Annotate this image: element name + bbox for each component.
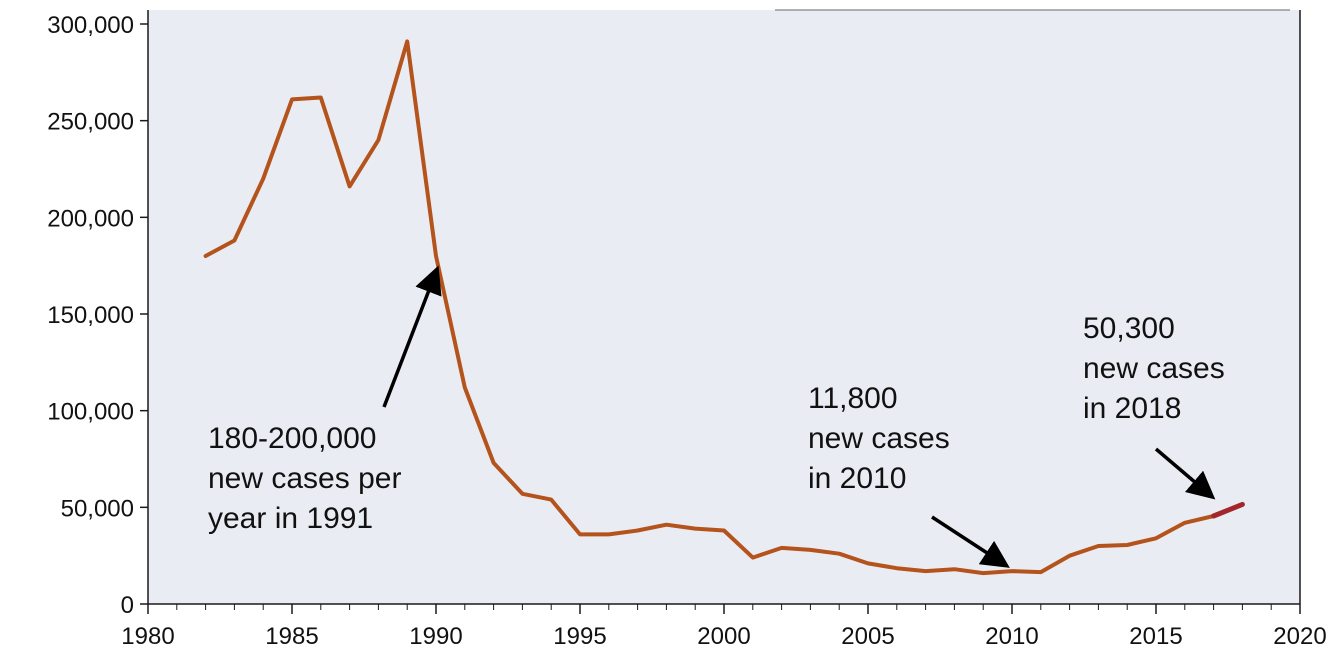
x-axis: 1980 1985 1990 1995 2000 2005 2010 2015 2020 [121,603,1327,650]
annotation-1991: 180-200,000 new cases per year in 1991 [208,422,410,535]
arrow-2018 [1154,447,1216,500]
y-axis: 0 50,000 100,000 150,000 200,000 250,000 300,0… [47,10,1301,619]
annotation-1991-line-3: year in 1991 [208,502,373,535]
y-tick-label: 300,000 [47,12,134,39]
x-tick-label: 1980 [121,623,174,650]
annotation-arrows [382,265,1216,568]
series-line-1 [203,39,1216,576]
plot-background [148,10,1300,604]
y-tick-label: 200,000 [47,205,134,232]
y-tick-label: 250,000 [47,109,134,136]
x-tick-label: 2015 [1129,623,1182,650]
annotation-1991-line-2: new cases per [208,462,401,495]
annotation-2010: 11,800 new cases in 2010 [808,382,958,495]
annotations: 180-200,000 new cases per year in 1991 1… [208,312,1233,535]
x-tick-label: 1990 [409,623,462,650]
annotation-2010-line-3: in 2010 [808,462,906,495]
y-tick-label: 100,000 [47,399,134,426]
series-line-2 [1211,501,1245,519]
annotation-2018-line-2: new cases [1083,352,1225,385]
series-layer [203,39,1245,576]
x-tick-label: 1985 [265,623,318,650]
x-tick-label: 2010 [985,623,1038,650]
y-tick-label: 50,000 [61,495,134,522]
x-tick-label: 2020 [1273,623,1326,650]
x-tick-label: 1995 [553,623,606,650]
annotation-2010-line-1: 11,800 [808,382,898,415]
annotation-1991-line-1: 180-200,000 [208,422,377,455]
x-tick-label: 2000 [697,623,750,650]
annotation-2010-line-2: new cases [808,422,950,455]
y-tick-label: 0 [121,592,134,619]
arrow-1991 [382,265,442,408]
annotation-2018: 50,300 new cases in 2018 [1083,312,1233,425]
y-tick-label: 150,000 [47,302,134,329]
arrow-2010 [931,515,1010,568]
annotation-2018-line-1: 50,300 [1083,312,1175,345]
x-tick-label: 2005 [841,623,894,650]
annotation-2018-line-3: in 2018 [1083,392,1181,425]
